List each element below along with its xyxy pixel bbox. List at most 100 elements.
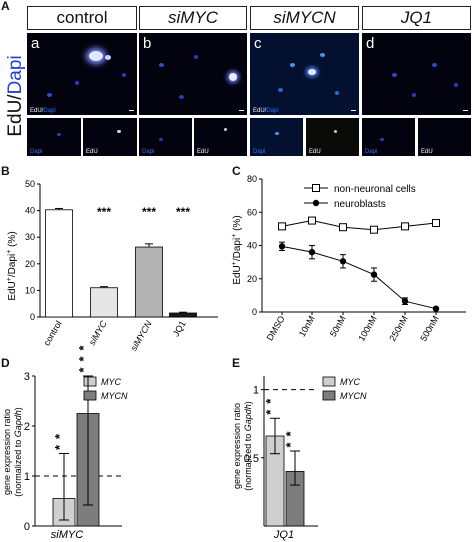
data-point xyxy=(278,222,286,231)
legend-swatch xyxy=(322,376,336,387)
panel-letter-b: B xyxy=(1,164,10,178)
micrograph-edu-simycn: EdU xyxy=(306,118,359,156)
edu-caption: EdU xyxy=(421,149,433,155)
panel-letter-c: C xyxy=(232,164,241,178)
y-tick-label: 0 xyxy=(30,312,35,322)
significance-stars: *** xyxy=(176,205,190,219)
condition-header-control: control xyxy=(27,6,137,30)
significance-star: * xyxy=(263,398,278,404)
condition-header-simycn: siMYCN xyxy=(250,6,359,30)
significance-star: * xyxy=(76,356,91,362)
data-point xyxy=(432,219,440,228)
data-point xyxy=(401,222,409,231)
legend-label: neuroblasts xyxy=(334,199,386,210)
y-tick-label: 0 xyxy=(24,521,30,533)
micrograph-jq1: d xyxy=(362,33,471,115)
y-tick-label: 40 xyxy=(247,241,257,251)
y-tick-label: 2 xyxy=(24,421,30,433)
significance-star: * xyxy=(283,431,298,437)
y-tick-label: 0.5 xyxy=(244,453,259,465)
series-line-1 xyxy=(281,245,437,310)
legend-marker xyxy=(312,199,320,207)
data-point xyxy=(308,216,316,225)
condition-header-simyc: siMYC xyxy=(139,6,247,30)
chart-c: 0 20 40 60 80 DMSO 10nM 50nM 100nM 250nM 500nM non-… xyxy=(247,174,466,343)
data-point xyxy=(339,258,347,265)
micrograph-control: a EdU/Dapi xyxy=(27,33,137,115)
chart-c-ylabel: EdU+/Dapi+ (%) xyxy=(231,215,243,284)
micrograph-simyc: b xyxy=(139,33,247,115)
x-tick-label: 250nM xyxy=(387,314,409,343)
significance-stars: *** xyxy=(142,205,156,219)
micrograph-edu-simyc: EdU xyxy=(194,118,247,156)
dapi-caption: Dapi xyxy=(142,149,155,155)
significance-star: * xyxy=(52,444,67,450)
panel-letter-a: A xyxy=(1,0,10,13)
legend-label: MYCN xyxy=(101,391,128,401)
y-tick-label: 1 xyxy=(253,385,259,397)
y-tick-label: 80 xyxy=(247,174,257,184)
y-tick-label: 40 xyxy=(25,206,35,216)
micrograph-dapi-simycn: Dapi xyxy=(250,118,303,156)
image-letter-a: a xyxy=(31,35,40,52)
data-point xyxy=(401,297,409,305)
legend-marker xyxy=(312,184,320,192)
chart-e-ylabel-line2: (normalized to Gapdh) xyxy=(243,401,253,491)
bar-siMYCN xyxy=(135,246,163,318)
micrograph-edu-control: EdU xyxy=(83,118,137,156)
dapi-caption: Dapi xyxy=(30,149,43,155)
y-tick-label: 10 xyxy=(25,285,35,295)
image-caption: EdU/Dapi xyxy=(30,108,56,114)
micrograph-dapi-simyc: Dapi xyxy=(139,118,192,156)
dapi-caption: Dapi xyxy=(253,149,266,155)
image-letter-c: c xyxy=(254,35,262,52)
x-tick-label: JQ1 xyxy=(171,319,188,338)
significance-star: * xyxy=(52,433,67,439)
chart-d: 0 1 2 3 * * MYC * * * MYCN xyxy=(24,345,128,533)
chart-e: 0.5 1 * * MYC * * MYCN xyxy=(244,376,367,527)
data-point xyxy=(432,305,440,312)
chart-d-group-label: siMYC xyxy=(51,529,83,541)
x-tick-label: 500nM xyxy=(418,314,440,343)
chart-b: 0 10 20 30 40 50 control *** siMYC *** siMYCN *** JQ… xyxy=(25,179,218,353)
x-tick-label: control xyxy=(42,319,64,347)
significance-star: * xyxy=(76,367,91,373)
legend-label: MYCN xyxy=(340,391,367,401)
scale-bar xyxy=(351,109,356,111)
legend-swatch xyxy=(83,376,97,387)
data-point xyxy=(308,248,316,256)
micrograph-dapi-jq1: Dapi xyxy=(362,118,415,156)
y-tick-label: 0 xyxy=(252,307,257,317)
y-tick-label: 30 xyxy=(25,232,35,242)
x-tick-label: 50nM xyxy=(328,314,348,338)
image-letter-b: b xyxy=(143,35,152,52)
image-caption: EdU/Dapi xyxy=(253,108,279,114)
y-tick-label: 50 xyxy=(25,179,35,189)
legend-label: non-neuronal cells xyxy=(334,184,416,195)
data-point xyxy=(339,223,347,232)
y-tick-label: 1 xyxy=(24,471,30,483)
legend-swatch xyxy=(83,390,97,401)
significance-star: * xyxy=(283,442,298,448)
chart-b-ylabel: EdU+/Dapi+ (%) xyxy=(6,231,18,300)
edu-caption: EdU xyxy=(86,149,98,155)
significance-stars: *** xyxy=(97,205,111,219)
micrograph-dapi-control: Dapi xyxy=(27,118,81,156)
legend-label: MYC xyxy=(340,377,361,387)
chart-e-group-label: JQ1 xyxy=(273,529,294,541)
x-tick-label: DMSO xyxy=(265,314,287,342)
chart-d-ylabel-line2: (normalized to Gapdh) xyxy=(13,407,23,497)
edu-caption: EdU xyxy=(197,149,209,155)
chart-e-ylabel-line1: gene expression ratio xyxy=(232,403,242,489)
micrograph-edu-jq1: EdU xyxy=(418,118,471,156)
x-tick-label: 10nM xyxy=(297,314,317,338)
bar-control xyxy=(45,209,73,318)
legend-swatch xyxy=(322,390,336,401)
condition-header-jq1: JQ1 xyxy=(362,6,471,30)
edu-caption: EdU xyxy=(309,149,321,155)
panel-letter-e: E xyxy=(232,356,241,370)
dapi-caption: Dapi xyxy=(365,149,378,155)
data-point xyxy=(370,225,378,234)
bar-JQ1 xyxy=(169,312,197,318)
